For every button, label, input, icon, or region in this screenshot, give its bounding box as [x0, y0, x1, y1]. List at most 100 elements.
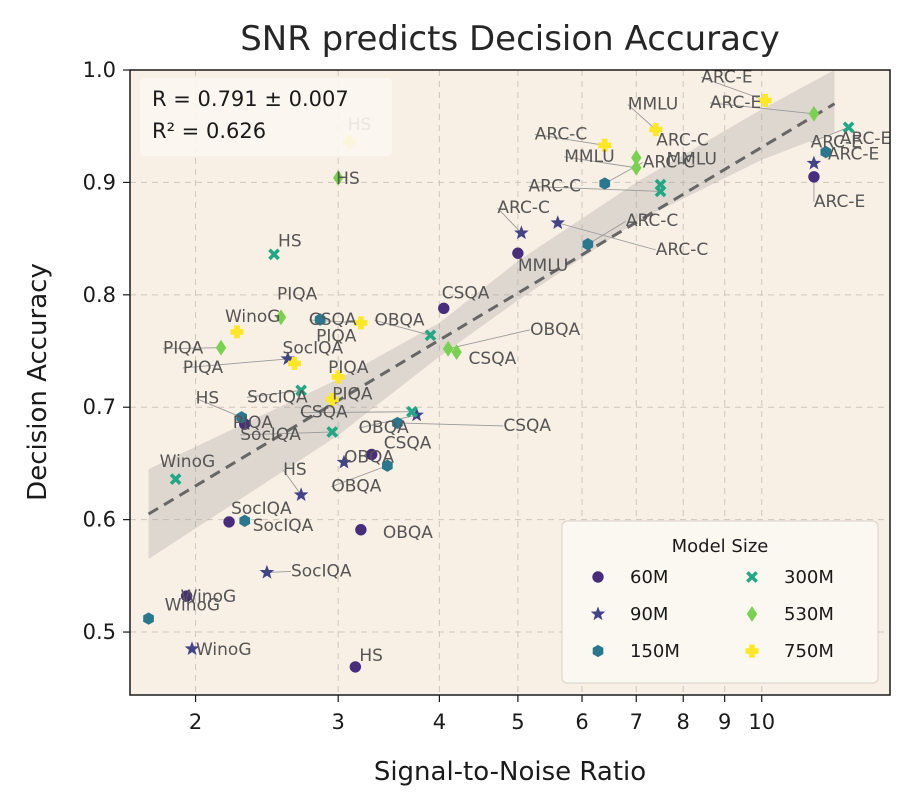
label-leader-line — [709, 102, 814, 115]
stats-r-squared: R² = 0.626 — [152, 119, 266, 143]
data-point — [842, 121, 855, 134]
legend-box — [561, 520, 879, 684]
point-label: OBQA — [374, 310, 424, 330]
label-leader-line — [374, 319, 431, 336]
stats-box: R = 0.791 ± 0.007 R² = 0.626 — [140, 78, 392, 156]
x-tick-label: 4 — [433, 710, 446, 734]
point-label: SocIQA — [291, 561, 352, 581]
x-axis-label: Signal-to-Noise Ratio — [374, 757, 646, 787]
data-point — [293, 487, 309, 502]
data-point — [438, 302, 450, 315]
x-tick-label: 8 — [677, 710, 690, 734]
point-label: HS — [336, 169, 360, 189]
point-label: PIQA — [332, 384, 373, 404]
y-tick-label: 1.0 — [83, 58, 116, 82]
point-label: OBQA — [359, 418, 409, 438]
data-point — [184, 641, 200, 656]
label-leader-line — [331, 465, 388, 488]
point-label: WinoG — [160, 452, 216, 472]
label-leader-line — [587, 220, 627, 245]
data-point — [424, 329, 437, 342]
data-point — [288, 356, 301, 370]
data-point — [333, 169, 344, 186]
point-label: HS — [283, 460, 307, 480]
point-label: SocIQA — [247, 387, 308, 407]
point-label: HS — [196, 388, 220, 408]
point-label: OBQA — [530, 320, 580, 340]
legend-title: Model Size — [672, 536, 769, 557]
data-point — [654, 185, 667, 198]
label-leader-line — [240, 431, 333, 436]
point-label: ARC-C — [497, 198, 549, 218]
label-leader-line — [701, 76, 766, 101]
point-label: WinoG — [165, 596, 221, 616]
point-label: WinoG — [181, 587, 237, 607]
data-point — [275, 309, 287, 326]
point-label: ARC-C — [656, 240, 708, 260]
label-leader-line — [447, 329, 531, 350]
point-label: CSQA — [384, 433, 432, 453]
stats-r-value: R = 0.791 ± 0.007 — [152, 87, 349, 111]
y-axis-label: Decision Accuracy — [23, 263, 53, 501]
point-label: MMLU — [518, 256, 568, 276]
data-point — [382, 459, 393, 472]
data-point — [169, 473, 182, 486]
data-point — [550, 215, 565, 230]
legend-label: 90M — [630, 604, 668, 625]
data-point — [598, 138, 612, 152]
data-point — [820, 145, 832, 159]
point-label: CSQA — [503, 416, 551, 436]
regression-line — [147, 102, 836, 516]
point-label: OBQA — [331, 477, 381, 497]
y-tick-label: 0.9 — [83, 170, 116, 194]
point-label: CSQA — [442, 283, 490, 303]
x-tick-label: 9 — [718, 710, 731, 734]
legend-items: 60M 90M 150M 300M 530M 750M — [590, 567, 834, 662]
label-leader-line — [564, 156, 637, 169]
data-point — [758, 93, 772, 107]
data-point — [806, 155, 822, 170]
data-point — [808, 171, 820, 183]
data-point — [355, 524, 367, 536]
x-tick-label: 10 — [748, 710, 775, 734]
y-tick-label: 0.8 — [83, 283, 116, 307]
chart-title: SNR predicts Decision Accuracy — [240, 19, 780, 59]
point-label: CSQA — [309, 310, 357, 330]
data-point — [325, 392, 339, 406]
data-point — [366, 448, 378, 461]
legend-marker — [746, 571, 758, 583]
label-leader-line — [282, 469, 302, 496]
point-label: PIQA — [163, 339, 204, 359]
data-point — [314, 313, 326, 326]
point-label: ARC-E — [828, 144, 879, 164]
point-label: SocIQA — [253, 516, 314, 536]
data-point — [442, 340, 454, 357]
label-leader-line — [810, 126, 849, 143]
point-label: MMLU — [628, 95, 678, 115]
data-point — [215, 339, 227, 356]
stats-box-background — [140, 78, 392, 156]
point-label: ARC-E — [701, 67, 752, 87]
point-label: PIQA — [183, 358, 224, 378]
data-point — [230, 325, 244, 339]
point-label: WinoG — [225, 307, 281, 327]
data-point — [451, 344, 462, 361]
legend-label: 300M — [784, 567, 834, 588]
point-label: ARC-C — [656, 131, 708, 151]
point-label: WinoG — [196, 640, 252, 660]
y-tick-label: 0.7 — [83, 395, 116, 419]
y-tick-label: 0.5 — [83, 620, 116, 644]
legend-marker — [745, 644, 759, 658]
data-point — [236, 411, 247, 424]
legend-label: 530M — [784, 604, 834, 625]
label-leader-line — [358, 414, 417, 429]
point-label: ARC-E — [811, 132, 862, 152]
label-leader-line — [162, 347, 221, 350]
data-point — [143, 612, 154, 625]
data-point — [349, 661, 362, 673]
data-point — [631, 159, 642, 176]
label-leader-line — [557, 222, 656, 251]
x-tick-label: 3 — [331, 710, 344, 734]
legend-label: 750M — [784, 641, 834, 662]
legend-marker — [590, 606, 606, 621]
